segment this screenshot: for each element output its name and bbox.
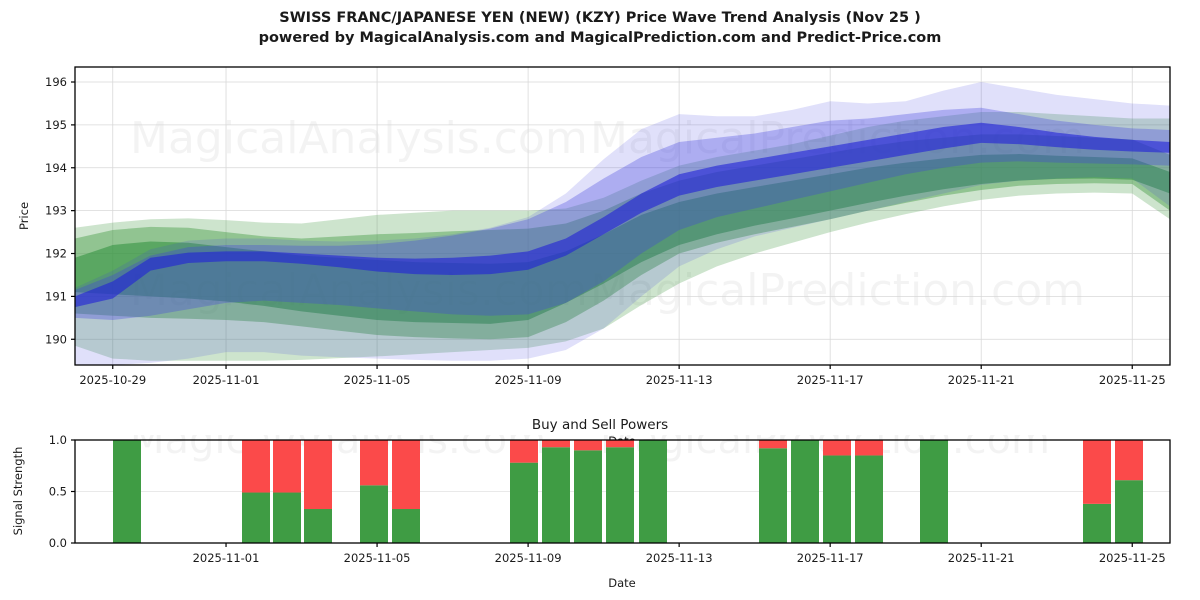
x-tick-label: 2025-11-17	[797, 551, 864, 565]
x-tick-label: 2025-11-21	[948, 551, 1015, 565]
bar-sell-segment	[574, 440, 602, 451]
bar-buy-segment	[242, 492, 270, 543]
x-tick-label: 2025-11-05	[344, 551, 411, 565]
bar-sell-segment	[855, 440, 883, 456]
bar-buy-segment	[273, 492, 301, 543]
watermark-text: MagicalAnalysis.com	[130, 435, 546, 463]
watermark-text: MagicalAnalysis.com	[130, 113, 588, 164]
y-tick-label: 190	[45, 332, 67, 346]
bar-buy-segment	[639, 440, 667, 543]
buy-sell-chart-title: Buy and Sell Powers	[531, 417, 669, 433]
bar-sell-segment	[392, 440, 420, 510]
y-tick-label: 195	[45, 118, 67, 132]
bar-sell-segment	[1115, 440, 1143, 481]
bar-series	[113, 440, 1143, 543]
bar-buy-segment	[304, 509, 332, 543]
bar-buy-segment	[855, 455, 883, 543]
watermark-text: MagicalPrediction.com	[590, 265, 1085, 316]
main-y-tick-labels: 190 191 192 193 194 195 196	[45, 75, 75, 346]
buy-and-sell-powers-chart: MagicalAnalysis.com MagicalPrediction.co…	[11, 435, 1171, 590]
bar-buy-segment	[1083, 503, 1111, 543]
bar-y-tick-labels: 0.0 0.5 1.0	[49, 435, 75, 550]
bar-buy-segment	[510, 462, 538, 543]
band-green-inner-band	[75, 154, 1170, 324]
x-tick-label: 2025-11-13	[646, 373, 713, 387]
bar-buy-segment	[113, 440, 141, 543]
bar-sell-segment	[759, 440, 787, 449]
bar-buy-segment	[759, 448, 787, 543]
bar-sell-segment	[823, 440, 851, 456]
y-tick-label: 194	[45, 161, 67, 175]
bar-buy-segment	[823, 455, 851, 543]
bar-buy-segment	[791, 440, 819, 543]
x-tick-label: 2025-11-21	[948, 373, 1015, 387]
x-tick-label: 2025-11-25	[1099, 373, 1166, 387]
y-tick-label: 196	[45, 75, 67, 89]
bar-sell-segment	[273, 440, 301, 493]
bar-sell-segment	[1083, 440, 1111, 504]
bar-sell-segment	[304, 440, 332, 510]
bar-buy-segment	[542, 447, 570, 543]
bar-sell-segment	[542, 440, 570, 448]
bar-sell-segment	[360, 440, 388, 486]
y-tick-label: 1.0	[49, 435, 67, 447]
wave-bands	[75, 82, 1170, 365]
main-x-tick-labels: 2025-10-29 2025-11-01 2025-11-05 2025-11-09…	[79, 365, 1166, 387]
x-tick-label: 2025-11-17	[797, 373, 864, 387]
bar-y-axis-label: Signal Strength	[11, 447, 25, 536]
bar-buy-segment	[1115, 480, 1143, 543]
band-blue-inner-band	[75, 122, 1170, 308]
x-tick-label: 2025-11-01	[193, 373, 260, 387]
bar-buy-segment	[606, 447, 634, 543]
bar-buy-segment	[574, 450, 602, 543]
page-subtitle: powered by MagicalAnalysis.com and Magic…	[258, 30, 942, 46]
page-title: SWISS FRANC/JAPANESE YEN (NEW) (KZY) Pri…	[279, 10, 921, 26]
y-tick-label: 0.5	[49, 485, 67, 499]
x-tick-label: 2025-10-29	[79, 373, 146, 387]
bar-buy-segment	[392, 509, 420, 543]
x-tick-label: 2025-11-13	[646, 551, 713, 565]
y-tick-label: 193	[45, 204, 67, 218]
main-axis-frame	[74, 66, 1171, 366]
x-tick-label: 2025-11-09	[495, 551, 562, 565]
price-wave-trend-chart: MagicalAnalysis.com MagicalPrediction.co…	[17, 66, 1171, 448]
bar-sell-segment	[510, 440, 538, 463]
x-tick-label: 2025-11-25	[1099, 551, 1166, 565]
main-y-axis-label: Price	[17, 202, 31, 230]
x-tick-label: 2025-11-01	[193, 551, 260, 565]
y-tick-label: 0.0	[49, 536, 67, 550]
bar-buy-segment	[920, 440, 948, 543]
x-tick-label: 2025-11-05	[344, 373, 411, 387]
y-tick-label: 192	[45, 247, 67, 261]
chart-title-block: SWISS FRANC/JAPANESE YEN (NEW) (KZY) Pri…	[0, 8, 1200, 48]
bar-buy-segment	[360, 485, 388, 543]
bar-x-axis-label: Date	[608, 576, 636, 590]
x-tick-label: 2025-11-09	[495, 373, 562, 387]
bar-x-tick-labels: 2025-11-01 2025-11-05 2025-11-09 2025-11-13…	[193, 543, 1166, 565]
y-tick-label: 191	[45, 289, 67, 303]
bar-sell-segment	[242, 440, 270, 493]
bar-sell-segment	[606, 440, 634, 448]
